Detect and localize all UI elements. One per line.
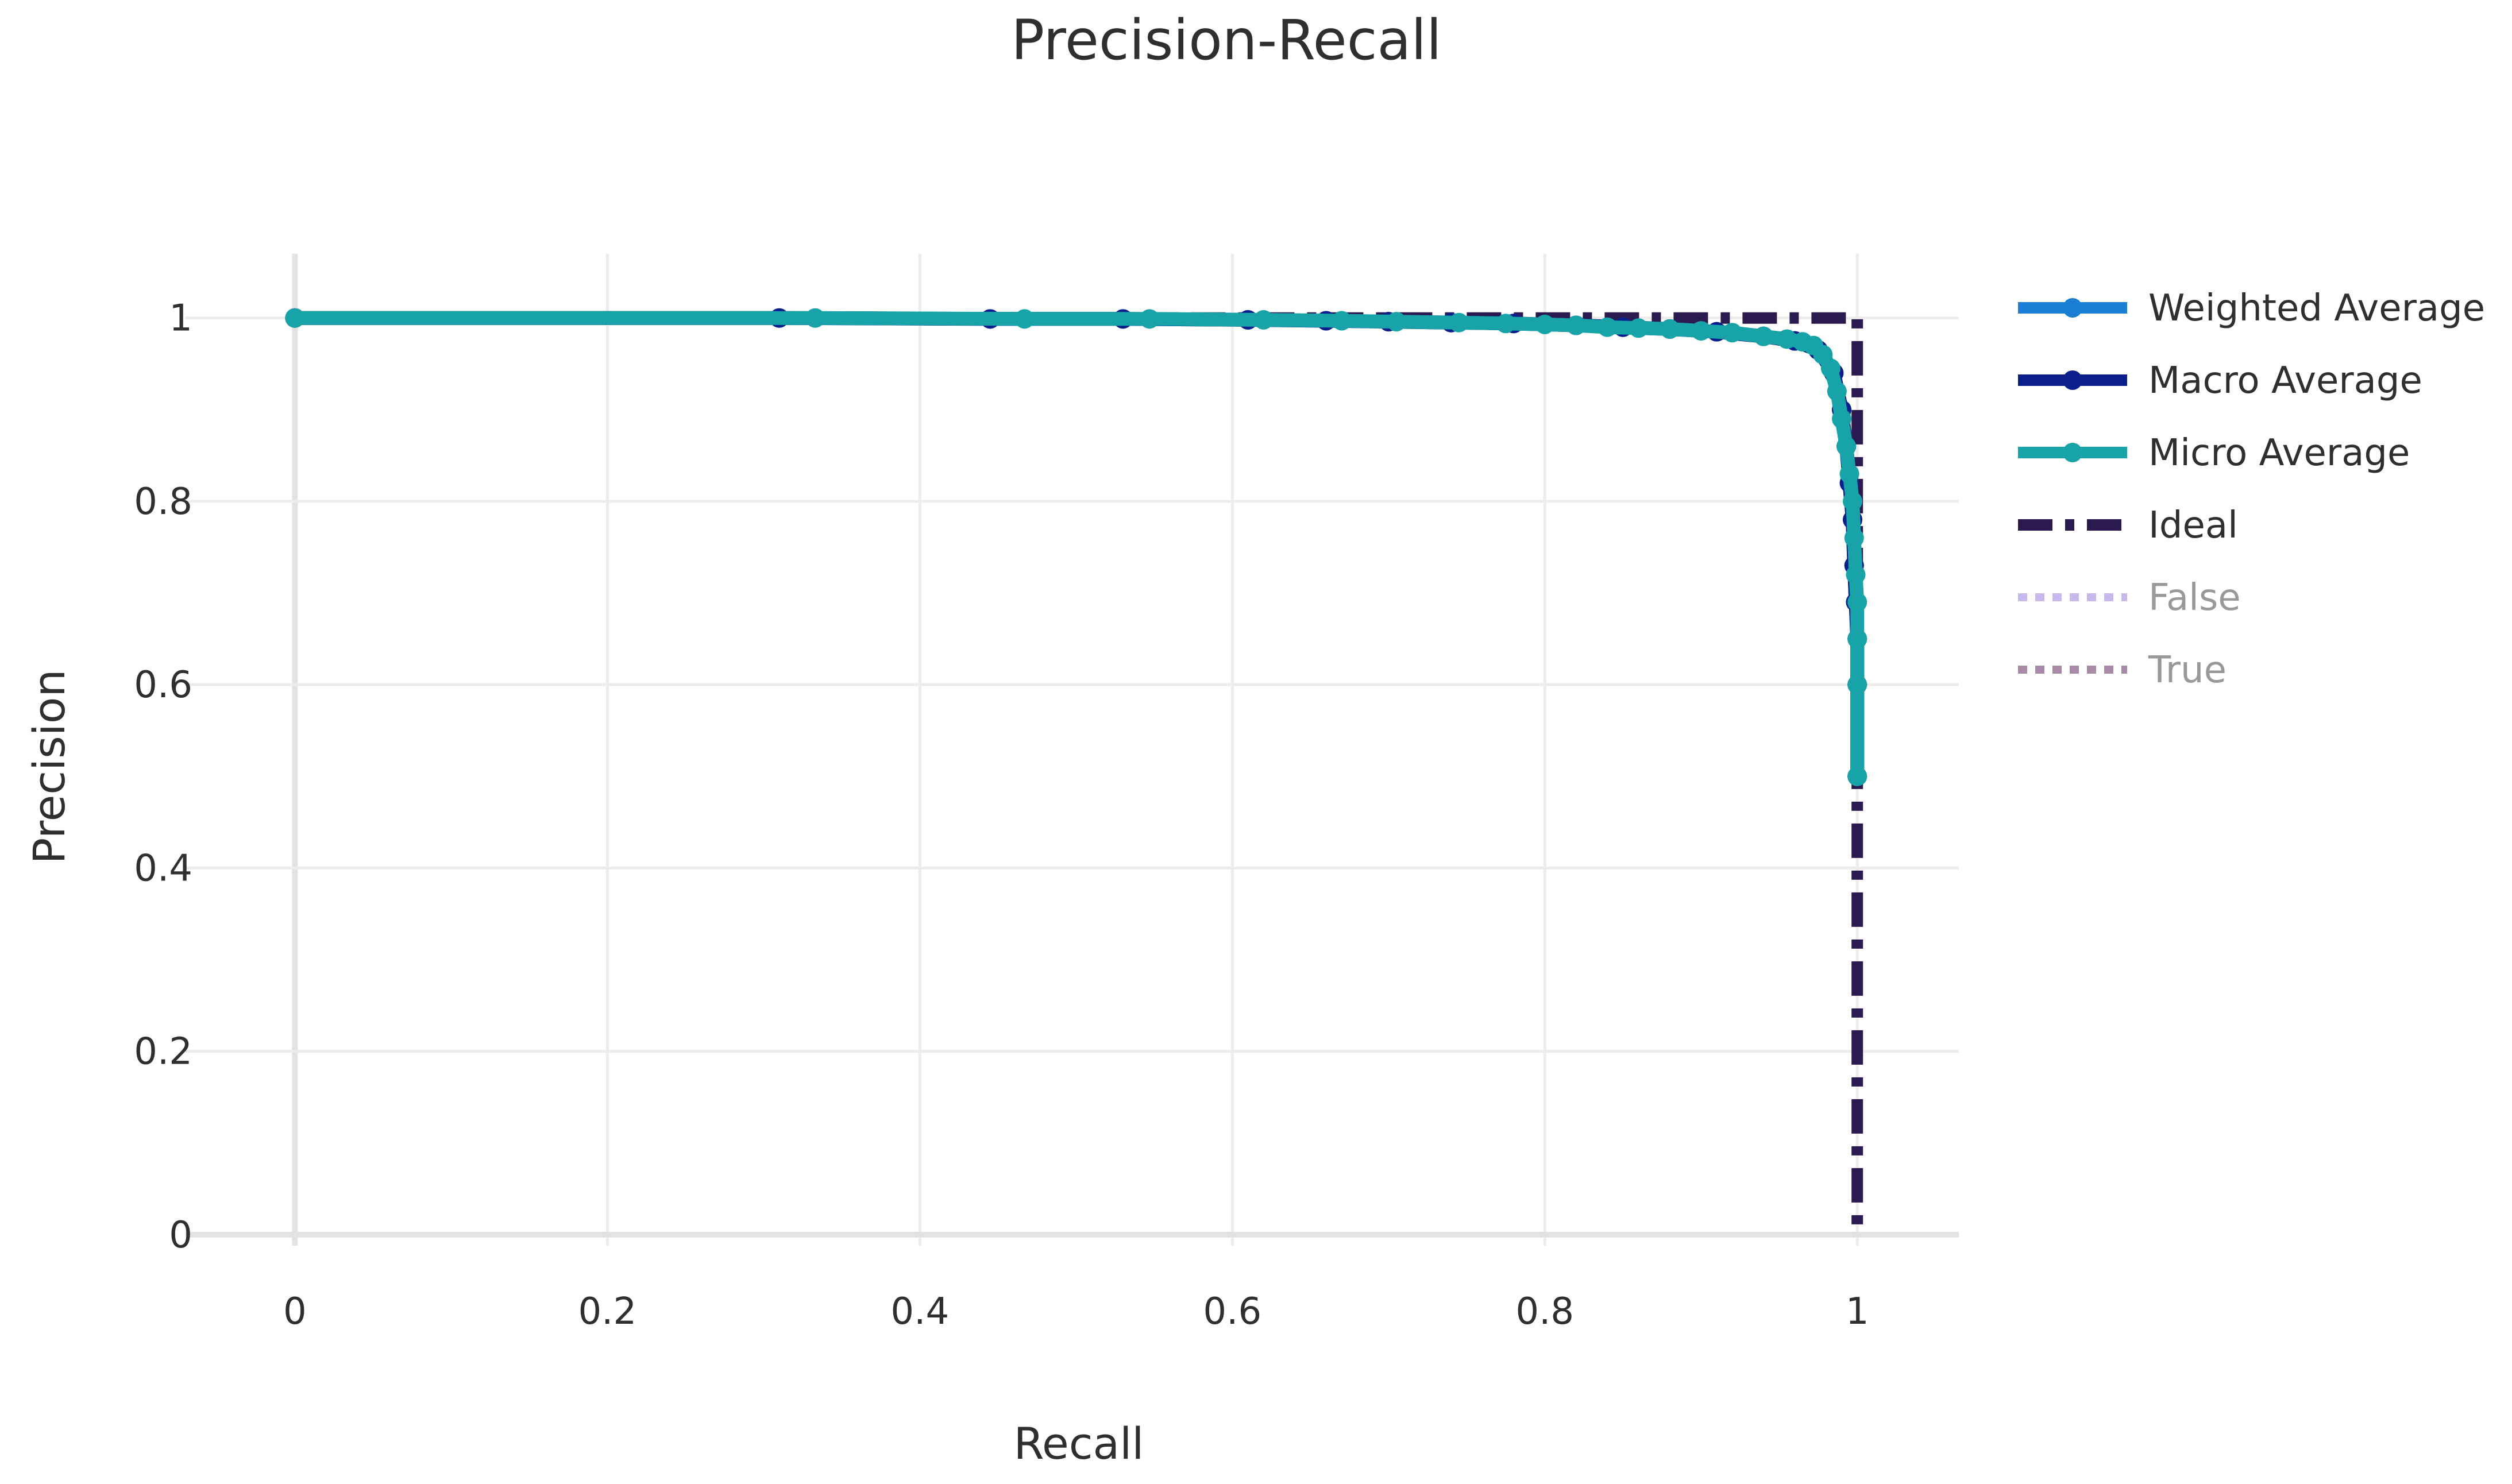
data-point-micro-average: [1843, 491, 1863, 511]
x-tick-label: 0: [283, 1290, 307, 1333]
legend-item-false: False: [2018, 577, 2241, 619]
data-point-micro-average: [1777, 329, 1797, 349]
x-tick-label: 0.6: [1203, 1290, 1261, 1333]
y-tick-label: 0.6: [134, 664, 192, 706]
data-point-micro-average: [1449, 312, 1469, 333]
legend: Weighted Average Macro Average Micro Avera…: [2018, 287, 2485, 691]
data-point-micro-average: [1846, 565, 1866, 585]
data-point-micro-average: [1691, 321, 1711, 341]
data-point-micro-average: [1598, 317, 1618, 337]
data-point-micro-average: [285, 308, 305, 328]
legend-label-false: False: [2148, 577, 2241, 619]
data-point-micro-average: [1832, 409, 1852, 429]
data-point-micro-average: [1566, 315, 1586, 335]
legend-marker-macro-average: [2063, 370, 2082, 390]
data-point-micro-average: [1629, 318, 1649, 338]
data-point-micro-average: [1820, 358, 1840, 378]
data-point-micro-average: [1847, 629, 1867, 649]
data-point-micro-average: [1754, 326, 1774, 346]
y-tick-label: 0.4: [134, 847, 192, 890]
legend-item-macro-average: Macro Average: [2018, 360, 2422, 402]
x-tick-label: 0.2: [578, 1290, 636, 1333]
data-point-micro-average: [1722, 323, 1742, 343]
data-point-micro-average: [1847, 675, 1867, 695]
x-tick-label: 0.4: [890, 1290, 949, 1333]
legend-item-ideal: Ideal: [2018, 504, 2238, 547]
data-point-micro-average: [1847, 766, 1867, 786]
data-point-micro-average: [805, 308, 825, 328]
x-axis-title: Recall: [1014, 1418, 1144, 1469]
y-tick-label: 0.2: [134, 1031, 192, 1073]
legend-label-true: True: [2148, 649, 2227, 691]
legend-label-ideal: Ideal: [2148, 504, 2238, 547]
legend-marker-weighted-average: [2063, 298, 2082, 318]
data-point-micro-average: [1496, 314, 1516, 334]
data-point-micro-average: [1332, 311, 1352, 331]
data-point-micro-average: [1140, 309, 1160, 329]
data-point-micro-average: [1386, 312, 1406, 332]
data-point-micro-average: [1847, 592, 1867, 612]
data-point-micro-average: [1535, 314, 1555, 334]
y-tick-label: 1: [169, 297, 192, 340]
legend-label-micro-average: Micro Average: [2148, 432, 2410, 474]
y-tick-labels: 0 0.2 0.4 0.6 0.8 1: [134, 297, 192, 1257]
y-tick-label: 0: [169, 1214, 192, 1257]
data-point-micro-average: [1844, 528, 1864, 548]
y-axis-title: Precision: [24, 669, 75, 864]
legend-label-weighted-average: Weighted Average: [2148, 287, 2485, 330]
legend-item-true: True: [2018, 649, 2227, 691]
legend-item-micro-average: Micro Average: [2018, 432, 2410, 474]
series-micro-average: [285, 308, 1867, 786]
legend-marker-micro-average: [2063, 443, 2082, 462]
chart-title: Precision-Recall: [1011, 8, 1441, 72]
y-tick-label: 0.8: [134, 481, 192, 523]
legend-label-macro-average: Macro Average: [2148, 360, 2422, 402]
legend-item-weighted-average: Weighted Average: [2018, 287, 2485, 330]
x-tick-labels: 0 0.2 0.4 0.6 0.8 1: [283, 1290, 1869, 1333]
data-point-micro-average: [1827, 381, 1847, 401]
data-point-micro-average: [1839, 464, 1859, 484]
data-point-micro-average: [1253, 310, 1274, 330]
data-point-micro-average: [1836, 436, 1857, 457]
x-tick-label: 0.8: [1515, 1290, 1574, 1333]
data-point-micro-average: [1014, 309, 1035, 329]
x-tick-label: 1: [1846, 1290, 1869, 1333]
series-layer: [285, 308, 1867, 1235]
data-point-micro-average: [1660, 319, 1680, 339]
